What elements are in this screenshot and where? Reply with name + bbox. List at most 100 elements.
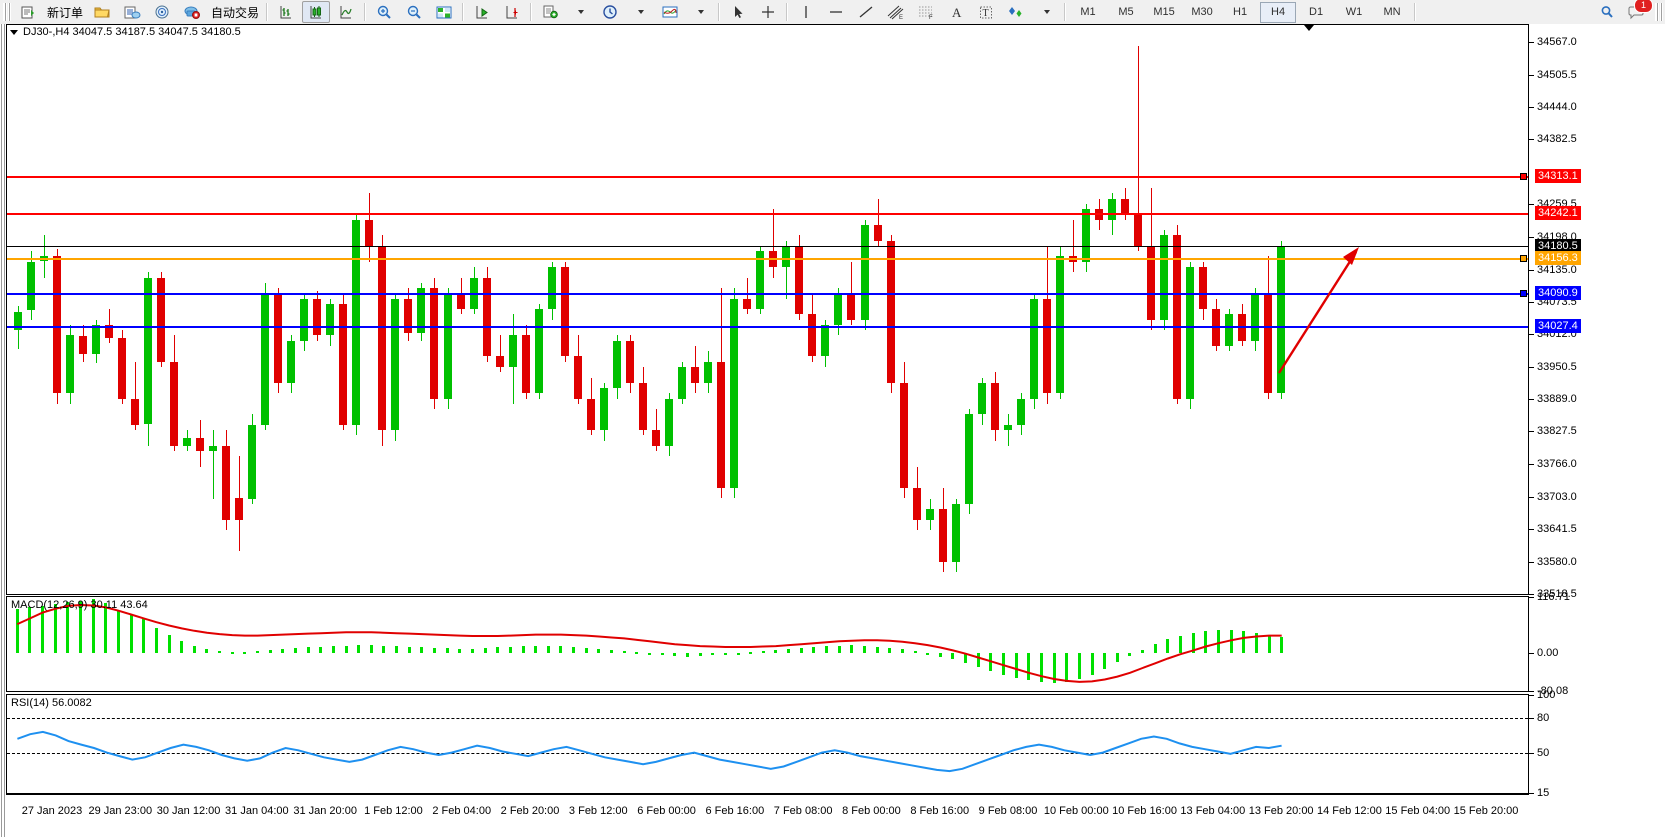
macd-pane[interactable]: MACD(12,26,9) 30.11 43.64	[6, 596, 1529, 692]
candle-chart-icon[interactable]	[302, 1, 331, 23]
price-level-chip[interactable]: 34180.5	[1535, 239, 1581, 253]
candle-body	[586, 398, 595, 431]
crosshair-icon[interactable]	[754, 1, 782, 23]
tab-timeframe-m5[interactable]: M5	[1118, 6, 1134, 18]
candlestick	[795, 235, 804, 320]
price-axis-label: 33766.0	[1537, 458, 1577, 470]
periods-dropdown[interactable]	[626, 1, 654, 23]
periods-icon[interactable]	[596, 1, 624, 23]
toolbar-separator-4	[530, 3, 533, 21]
level-line-handle[interactable]	[1520, 289, 1527, 297]
time-axis[interactable]: 27 Jan 2023 29 Jan 23:00 30 Jan 12:00 31 Ja…	[6, 794, 1529, 838]
new-order-label[interactable]: 新订单	[47, 5, 84, 20]
candle-body	[717, 361, 726, 488]
autotrading-icon[interactable]	[178, 1, 206, 23]
alerts-icon[interactable]: 1	[1623, 0, 1653, 23]
candle-body	[443, 293, 452, 399]
candle-body	[508, 335, 517, 367]
bar-chart-icon[interactable]	[272, 1, 300, 23]
time-axis-label: 10 Feb 00:00	[1043, 805, 1109, 817]
zoom-out-icon[interactable]	[400, 1, 428, 23]
time-axis-label: 10 Feb 16:00	[1112, 805, 1177, 817]
level-line-34242.1[interactable]	[7, 213, 1528, 216]
label-icon[interactable]: T	[972, 1, 1000, 23]
tab-timeframe-m30[interactable]: M30	[1191, 6, 1213, 18]
price-level-chip[interactable]: 34090.9	[1535, 286, 1581, 300]
text-icon[interactable]: A	[942, 1, 970, 23]
templates-dropdown[interactable]	[686, 1, 714, 23]
tab-timeframe-m1[interactable]: M1	[1080, 6, 1096, 18]
folder-icon[interactable]	[88, 1, 116, 23]
price-level-chip[interactable]: 34313.1	[1535, 169, 1581, 183]
tab-timeframe-mn[interactable]: MN	[1383, 6, 1401, 18]
candle-body	[91, 324, 100, 354]
price-axis[interactable]: 34567.0 34505.5 34444.0 34382.5 34259.5 34198…	[1529, 24, 1665, 799]
level-line-34313.1[interactable]	[7, 175, 1528, 178]
macd-histogram-bar	[167, 634, 171, 653]
chart-menu-triangle-icon[interactable]	[10, 29, 18, 35]
templates-icon[interactable]	[656, 1, 684, 23]
candle-body	[1055, 256, 1064, 394]
main-toolbar: 新订单 自动交易	[0, 0, 1665, 25]
macd-histogram-bar	[293, 648, 297, 653]
price-level-chip[interactable]: 34156.3	[1535, 251, 1581, 265]
level-line-34156.3[interactable]	[7, 258, 1528, 261]
rsi-pane[interactable]: RSI(14) 56.0082	[6, 694, 1529, 794]
level-line-handle[interactable]	[1520, 255, 1527, 263]
macd-histogram-bar	[66, 602, 70, 653]
level-line-34180.5[interactable]	[7, 245, 1528, 247]
macd-histogram-bar	[496, 647, 500, 653]
level-line-34090.9[interactable]	[7, 292, 1528, 295]
macd-histogram-bar	[1242, 630, 1246, 653]
candle-body	[938, 509, 947, 562]
price-level-chip[interactable]: 34027.4	[1535, 319, 1581, 333]
chart-area[interactable]: DJ30-,H4 34047.5 34187.5 34047.5 34180.5…	[0, 24, 1665, 838]
trendline-icon[interactable]	[852, 1, 880, 23]
candlestick	[599, 382, 608, 441]
level-line-handle[interactable]	[1520, 172, 1527, 180]
tab-timeframe-m15[interactable]: M15	[1153, 6, 1175, 18]
macd-histogram-bar	[142, 619, 146, 653]
tab-timeframe-h4[interactable]: H4	[1260, 1, 1297, 23]
macd-histogram-bar	[749, 652, 753, 655]
price-level-chip[interactable]: 34242.1	[1535, 206, 1581, 220]
toolbar-grip-right[interactable]	[1655, 3, 1663, 21]
candle-body	[873, 224, 882, 241]
grid-icon[interactable]	[430, 1, 458, 23]
level-line-34027.4[interactable]	[7, 326, 1528, 329]
price-pane[interactable]	[6, 24, 1529, 595]
autotrading-label[interactable]: 自动交易	[211, 5, 260, 20]
cursor-icon[interactable]	[724, 1, 752, 23]
macd-histogram-bar	[433, 647, 437, 653]
signals-icon[interactable]	[148, 1, 176, 23]
tab-timeframe-h1[interactable]: H1	[1233, 6, 1248, 18]
data-window-icon[interactable]	[118, 1, 146, 23]
autoscroll-icon[interactable]	[468, 1, 496, 23]
shapes-dropdown[interactable]	[1032, 1, 1060, 23]
macd-histogram-bar	[1027, 652, 1031, 681]
macd-histogram-bar	[723, 652, 727, 655]
equidistant-channel-icon[interactable]: E	[882, 1, 910, 23]
fibonacci-icon[interactable]: F	[912, 1, 940, 23]
svg-text:F: F	[929, 15, 933, 20]
shapes-icon[interactable]	[1002, 1, 1030, 23]
macd-histogram-bar	[205, 648, 209, 653]
chart-shift-icon[interactable]	[498, 1, 526, 23]
zoom-in-icon[interactable]	[370, 1, 398, 23]
new-order-icon[interactable]	[14, 1, 42, 23]
tab-timeframe-w1[interactable]: W1	[1345, 6, 1363, 18]
tab-timeframe-d1[interactable]: D1	[1309, 6, 1324, 18]
candle-body	[652, 430, 660, 446]
indicators-icon[interactable]	[536, 1, 564, 23]
candlestick	[104, 309, 113, 344]
time-axis-label: 3 Feb 12:00	[568, 805, 628, 817]
candlestick	[169, 335, 178, 452]
candlestick	[195, 419, 204, 467]
indicators-dropdown[interactable]	[566, 1, 594, 23]
search-icon[interactable]	[1593, 1, 1621, 23]
line-chart-icon[interactable]	[332, 1, 360, 23]
candle-body	[378, 245, 387, 431]
hline-icon[interactable]	[822, 1, 850, 23]
vline-icon[interactable]	[792, 1, 820, 23]
toolbar-grip[interactable]	[3, 3, 11, 21]
